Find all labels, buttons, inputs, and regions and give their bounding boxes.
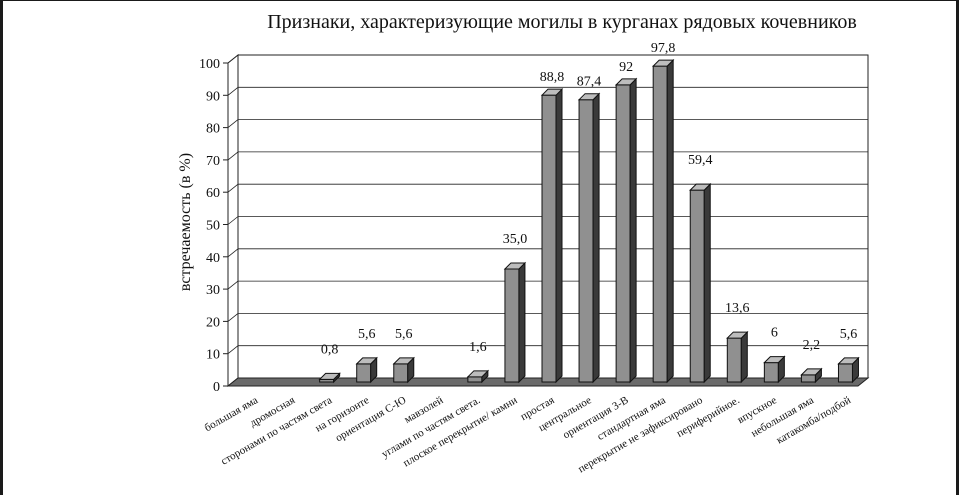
y-tick-label: 60 [206,186,220,201]
bar-top [577,93,601,101]
bar-side [555,87,563,384]
data-label: 2,2 [803,338,821,353]
gridline-side [227,345,239,355]
bar [503,261,527,384]
bar-front [578,99,594,383]
y-tick-label: 70 [206,154,220,169]
data-label: 87,4 [577,75,602,90]
y-tick-label: 100 [199,57,220,72]
bar [392,356,415,384]
bar-side [666,58,674,384]
data-label: 92 [619,60,633,75]
x-tick-label: периферийное. [675,394,742,440]
y-tick-label: 10 [206,348,220,363]
data-label: 5,6 [840,327,858,342]
bar [318,372,341,384]
bar-top [689,183,712,191]
y-tick-label: 40 [206,251,220,266]
bar-front [837,363,853,383]
bar-top [837,357,860,365]
data-label: 0,8 [321,342,339,357]
bar-top [763,356,786,364]
bar-front [615,84,631,383]
bar [540,87,564,384]
bar [577,92,601,384]
data-label: 1,6 [469,340,487,355]
y-tick-label: 0 [213,380,220,395]
bar-side [518,261,526,384]
y-axis-label: встречаемость (в %) [177,153,194,291]
bar-top [614,78,638,86]
bar-front [800,374,816,383]
bar-front [541,94,557,383]
bar-front [652,65,668,383]
data-label: 5,6 [358,327,376,342]
bar [651,58,675,384]
y-tick-label: 90 [206,89,220,104]
bar-front [726,337,742,383]
bar-top [800,368,823,376]
bar-top [318,372,341,380]
data-label: 88,8 [540,70,565,85]
bar-front [689,189,705,383]
bar-top [466,370,490,378]
bar-front [467,376,483,383]
bar-layer [318,58,860,384]
data-label: 59,4 [688,153,713,168]
gridline-side [227,183,239,193]
bar-side [740,330,748,384]
gridline-side [227,54,239,64]
gridline-side [227,313,239,322]
x-tick-label: большая яма [203,394,261,434]
bar [466,369,490,384]
bar [837,356,860,384]
y-tick-label: 80 [206,122,220,137]
y-tick-label: 50 [206,219,220,234]
bar-top [503,262,527,270]
bar-top [651,59,675,67]
data-label: 6 [771,326,778,341]
bar-side [703,182,711,384]
bar-top [540,88,564,96]
bar-top [726,331,749,339]
gridline-side [227,216,239,225]
gridline-side [227,119,239,128]
bar-side [592,92,600,384]
bar-front [763,362,779,383]
bar-top [392,357,415,365]
y-tick-label: 30 [206,283,220,298]
bar [763,355,786,384]
gridline-side [227,248,239,258]
data-label: 35,0 [503,232,528,247]
chart-title: Признаки, характеризующие могилы в курга… [267,11,857,33]
bar [689,182,712,384]
bar [726,330,749,384]
bar-side [629,77,637,384]
bar-front [393,363,409,383]
bar [800,367,823,384]
bar [355,356,378,384]
data-label: 5,6 [395,327,413,342]
bar [614,77,638,384]
bar-top [355,357,378,365]
grid-layer: 0 10 20 30 40 50 60 70 80 90 100 [199,53,870,395]
gridline-side [227,86,239,96]
data-label: 97,8 [651,41,676,56]
bar-front [356,363,372,383]
gridline-side [227,280,239,290]
data-label: 13,6 [725,301,750,316]
y-tick-label: 20 [206,315,220,330]
gridline-side [227,151,239,161]
bar-front [504,268,520,383]
